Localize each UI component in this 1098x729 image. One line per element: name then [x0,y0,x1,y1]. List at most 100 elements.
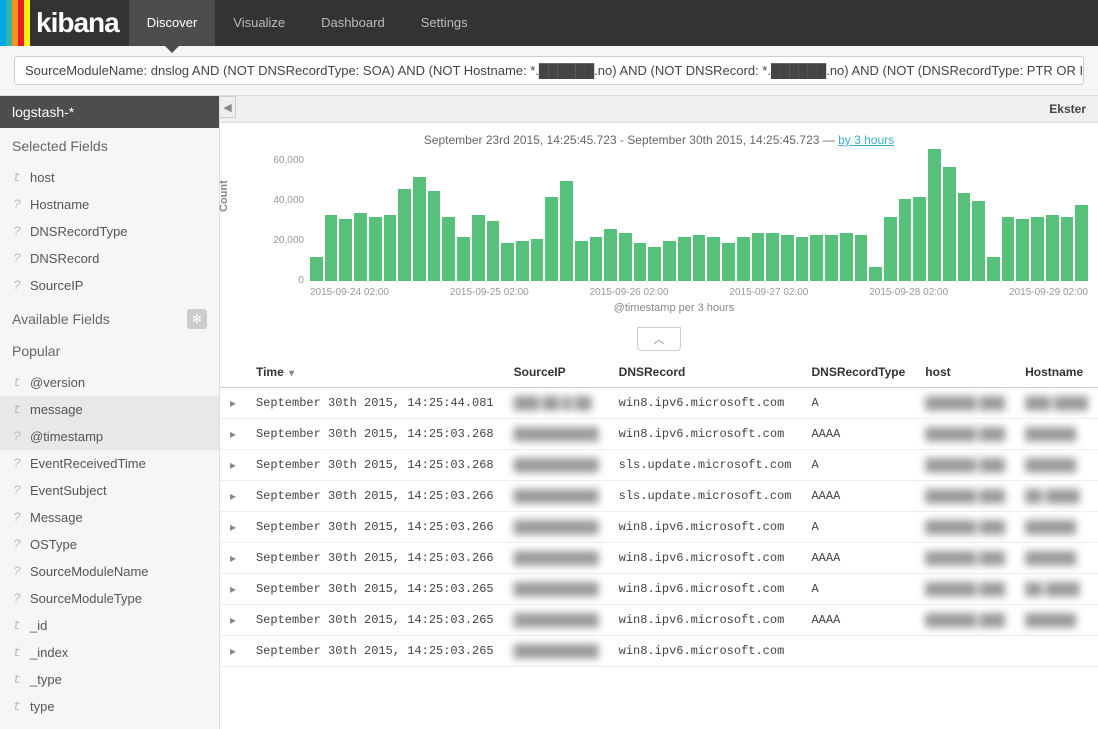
expand-row-button[interactable]: ▸ [220,636,246,667]
gear-icon[interactable]: ✻ [187,309,207,329]
chart-bar[interactable] [310,257,323,281]
chart-bar[interactable] [428,191,441,281]
chart-bar[interactable] [678,237,691,281]
chart-bar[interactable] [781,235,794,281]
chart-bar[interactable] [442,217,455,281]
chart-bar[interactable] [693,235,706,281]
chart-bar[interactable] [590,237,603,281]
chart-bar[interactable] [972,201,985,281]
chart-bar[interactable] [472,215,485,281]
field-Message[interactable]: ?Message [0,504,219,531]
chart-bar[interactable] [369,217,382,281]
collapse-chart-button[interactable]: ︿ [637,327,681,351]
chart-bar[interactable] [722,243,735,281]
chart-bar[interactable] [796,237,809,281]
field-DNSRecordType[interactable]: ?DNSRecordType [0,218,219,245]
chart-bar[interactable] [987,257,1000,281]
expand-row-button[interactable]: ▸ [220,450,246,481]
chart-bars[interactable]: 60,00040,00020,0000 [260,151,1088,281]
chart-bar[interactable] [1002,217,1015,281]
chart-bar[interactable] [604,229,617,281]
query-input[interactable]: SourceModuleName: dnslog AND (NOT DNSRec… [14,56,1084,85]
chart-bar[interactable] [1046,215,1059,281]
table-header-Time[interactable]: Time ▾ [246,357,504,388]
chart-bar[interactable] [855,235,868,281]
field-index[interactable]: t_index [0,639,219,666]
chart-bar[interactable] [575,241,588,281]
chart-bar[interactable] [531,239,544,281]
chart-bar[interactable] [1075,205,1088,281]
chart-bar[interactable] [928,149,941,281]
chart-bar[interactable] [825,235,838,281]
chart-bar[interactable] [899,199,912,281]
chart-bar[interactable] [339,219,352,281]
chart-bar[interactable] [398,189,411,281]
chart-bar[interactable] [840,233,853,281]
table-header-host[interactable]: host [915,357,1015,388]
chart-bar[interactable] [707,237,720,281]
chart-bar[interactable] [560,181,573,281]
chart-bar[interactable] [958,193,971,281]
field-EventReceivedTime[interactable]: ?EventReceivedTime [0,450,219,477]
field-message[interactable]: tmessage [0,396,219,423]
chart-bar[interactable] [384,215,397,281]
chart-bar[interactable] [413,177,426,281]
expand-row-button[interactable]: ▸ [220,512,246,543]
chart-bar[interactable] [1061,217,1074,281]
chart-bar[interactable] [501,243,514,281]
table-header-DNSRecordType[interactable]: DNSRecordType [801,357,915,388]
chart-bar[interactable] [648,247,661,281]
table-header-SourceIP[interactable]: SourceIP [504,357,609,388]
field-host[interactable]: thost [0,164,219,191]
chart-bar[interactable] [516,241,529,281]
nav-tab-dashboard[interactable]: Dashboard [303,0,403,46]
chart-bar[interactable] [487,221,500,281]
chart-bar[interactable] [884,217,897,281]
chart-bar[interactable] [943,167,956,281]
expand-row-button[interactable]: ▸ [220,574,246,605]
nav-tab-visualize[interactable]: Visualize [215,0,303,46]
chart-bar[interactable] [913,197,926,281]
cell-dnsrecord: win8.ipv6.microsoft.com [609,605,802,636]
chart-bar[interactable] [1031,217,1044,281]
table-header-DNSRecord[interactable]: DNSRecord [609,357,802,388]
expand-row-button[interactable]: ▸ [220,419,246,450]
field-id[interactable]: t_id [0,612,219,639]
expand-row-button[interactable]: ▸ [220,605,246,636]
field-timestamp[interactable]: ?@timestamp [0,423,219,450]
field-type[interactable]: ttype [0,693,219,720]
field-version[interactable]: t@version [0,369,219,396]
field-DNSRecord[interactable]: ?DNSRecord [0,245,219,272]
field-OSType[interactable]: ?OSType [0,531,219,558]
field-SourceIP[interactable]: ?SourceIP [0,272,219,299]
main-panel: ◀ Ekster September 23rd 2015, 14:25:45.7… [220,96,1098,729]
expand-row-button[interactable]: ▸ [220,543,246,574]
expand-row-button[interactable]: ▸ [220,388,246,419]
field-EventSubject[interactable]: ?EventSubject [0,477,219,504]
field-type[interactable]: t_type [0,666,219,693]
table-header-Hostname[interactable]: Hostname [1015,357,1098,388]
chart-bar[interactable] [1016,219,1029,281]
field-SourceModuleType[interactable]: ?SourceModuleType [0,585,219,612]
expand-row-button[interactable]: ▸ [220,481,246,512]
chart-bar[interactable] [737,237,750,281]
chart-bar[interactable] [325,215,338,281]
chart-bar[interactable] [545,197,558,281]
collapse-sidebar-button[interactable]: ◀ [220,96,236,118]
field-SourceModuleName[interactable]: ?SourceModuleName [0,558,219,585]
nav-tab-settings[interactable]: Settings [403,0,486,46]
chart-bar[interactable] [766,233,779,281]
nav-tab-discover[interactable]: Discover [129,0,216,46]
index-pattern-selector[interactable]: logstash-* [0,96,219,128]
chart-bar[interactable] [457,237,470,281]
chart-bar[interactable] [810,235,823,281]
field-Hostname[interactable]: ?Hostname [0,191,219,218]
time-interval-link[interactable]: by 3 hours [838,133,894,147]
chart-bar[interactable] [752,233,765,281]
chart-bar[interactable] [354,213,367,281]
cell-time: September 30th 2015, 14:25:03.266 [246,543,504,574]
chart-bar[interactable] [663,241,676,281]
chart-bar[interactable] [869,267,882,281]
chart-bar[interactable] [634,243,647,281]
chart-bar[interactable] [619,233,632,281]
